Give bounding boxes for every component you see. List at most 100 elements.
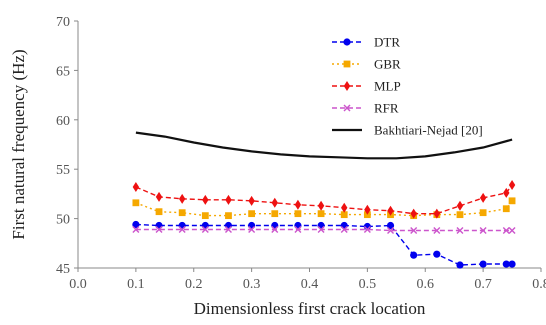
data-point-dtr bbox=[479, 260, 487, 268]
series-line-mlp bbox=[135, 184, 513, 215]
data-point-gbr bbox=[201, 212, 209, 220]
y-tick-label: 50 bbox=[56, 213, 70, 228]
x-tick-label: 0.4 bbox=[301, 277, 319, 292]
data-point-gbr bbox=[317, 210, 325, 218]
y-tick-label: 45 bbox=[56, 262, 70, 277]
data-point-dtr bbox=[178, 221, 186, 230]
legend-label: Bakhtiari-Nejad [20] bbox=[374, 123, 483, 138]
data-point-dtr bbox=[502, 260, 510, 268]
data-point-rfr bbox=[317, 225, 325, 233]
data-point-rfr bbox=[294, 225, 302, 233]
x-tick-label: 0.1 bbox=[127, 277, 145, 292]
data-point-dtr bbox=[317, 221, 325, 230]
data-point-gbr bbox=[479, 209, 487, 217]
data-point-mlp bbox=[178, 193, 186, 204]
data-point-gbr bbox=[225, 212, 232, 220]
data-point-gbr bbox=[271, 210, 279, 218]
x-axis-title: Dimensionless first crack location bbox=[194, 299, 426, 318]
data-point-gbr bbox=[502, 205, 510, 213]
data-point-gbr bbox=[508, 197, 516, 205]
data-point-mlp bbox=[387, 205, 394, 216]
data-point-mlp bbox=[202, 194, 209, 205]
x-tick-label: 0.8 bbox=[532, 277, 546, 292]
data-point-dtr bbox=[386, 221, 395, 230]
series-bakhtiari-nejad-20 bbox=[135, 131, 513, 160]
legend-item-dtr: DTR bbox=[332, 35, 400, 50]
legend-item-mlp: MLP bbox=[332, 79, 401, 94]
data-point-gbr bbox=[456, 211, 464, 219]
data-point-rfr bbox=[224, 225, 232, 233]
data-point-dtr bbox=[294, 221, 302, 230]
data-point-dtr bbox=[155, 221, 163, 230]
data-point-gbr bbox=[340, 211, 348, 219]
data-point-dtr bbox=[410, 251, 418, 259]
data-point-gbr bbox=[155, 208, 163, 216]
data-point-gbr bbox=[178, 209, 186, 217]
data-point-dtr bbox=[456, 261, 464, 269]
y-tick-label: 55 bbox=[56, 163, 70, 178]
data-point-mlp bbox=[456, 200, 464, 211]
data-point-dtr bbox=[340, 221, 348, 230]
data-point-mlp bbox=[410, 208, 417, 219]
data-point-gbr bbox=[294, 210, 302, 218]
legend-marker bbox=[343, 38, 351, 46]
x-tick-label: 0.7 bbox=[474, 277, 492, 292]
data-point-rfr bbox=[502, 226, 510, 234]
data-point-mlp bbox=[364, 204, 371, 215]
data-point-gbr bbox=[248, 210, 256, 218]
legend-label: RFR bbox=[374, 101, 399, 116]
data-point-rfr bbox=[178, 225, 186, 233]
x-ticks: 0.0 0.1 0.2 0.3 0.4 0.5 0.6 0.7 0.8 bbox=[69, 268, 546, 292]
series-line-bakhtiari-nejad-20 bbox=[135, 131, 513, 160]
x-tick-label: 0.6 bbox=[417, 277, 435, 292]
y-axis-title: First natural frequency (Hz) bbox=[9, 49, 28, 239]
data-point-mlp bbox=[433, 208, 441, 219]
x-tick-label: 0.2 bbox=[185, 277, 203, 292]
data-point-mlp bbox=[225, 194, 232, 205]
data-point-mlp bbox=[341, 202, 348, 213]
data-point-dtr bbox=[433, 250, 441, 258]
data-point-mlp bbox=[479, 192, 487, 203]
legend-item-bakhtiari-nejad-20: Bakhtiari-Nejad [20] bbox=[332, 123, 483, 138]
data-point-mlp bbox=[155, 191, 163, 202]
data-point-rfr bbox=[201, 225, 209, 233]
data-point-rfr bbox=[155, 225, 163, 233]
data-point-rfr bbox=[363, 225, 371, 233]
series-line-rfr bbox=[135, 228, 513, 232]
data-point-rfr bbox=[410, 226, 418, 234]
data-point-dtr bbox=[248, 221, 256, 230]
data-point-mlp bbox=[294, 199, 302, 210]
data-point-dtr bbox=[132, 220, 140, 229]
series-rfr bbox=[132, 225, 516, 234]
data-point-rfr bbox=[387, 226, 395, 234]
x-tick-label: 0.3 bbox=[243, 277, 261, 292]
series-mlp bbox=[132, 180, 516, 219]
data-point-mlp bbox=[503, 187, 510, 198]
data-point-dtr bbox=[271, 221, 279, 230]
legend-item-rfr: RFR bbox=[332, 101, 399, 116]
x-tick-label: 0.5 bbox=[359, 277, 377, 292]
series-layer bbox=[132, 131, 516, 269]
data-point-mlp bbox=[132, 181, 140, 192]
data-point-rfr bbox=[248, 225, 256, 233]
data-point-mlp bbox=[271, 197, 278, 208]
data-point-dtr bbox=[224, 221, 233, 230]
legend-label: GBR bbox=[374, 57, 401, 72]
data-point-gbr bbox=[132, 199, 140, 207]
data-point-dtr bbox=[201, 221, 209, 230]
data-point-rfr bbox=[271, 225, 279, 233]
legend-marker bbox=[343, 81, 351, 91]
legend-label: MLP bbox=[374, 79, 401, 94]
legend-marker bbox=[343, 60, 351, 68]
series-line-dtr bbox=[135, 223, 513, 266]
y-tick-label: 65 bbox=[56, 64, 70, 79]
legend-item-gbr: GBR bbox=[332, 57, 401, 72]
legend-label: DTR bbox=[374, 35, 400, 50]
y-ticks: 45 50 55 60 65 70 bbox=[56, 15, 78, 277]
data-point-mlp bbox=[508, 180, 516, 191]
legend: DTR GBR MLP RFR Bakhtiari-Nejad [20] bbox=[332, 35, 483, 138]
data-point-mlp bbox=[317, 200, 325, 211]
data-point-mlp bbox=[248, 195, 255, 206]
data-point-rfr bbox=[433, 226, 441, 234]
